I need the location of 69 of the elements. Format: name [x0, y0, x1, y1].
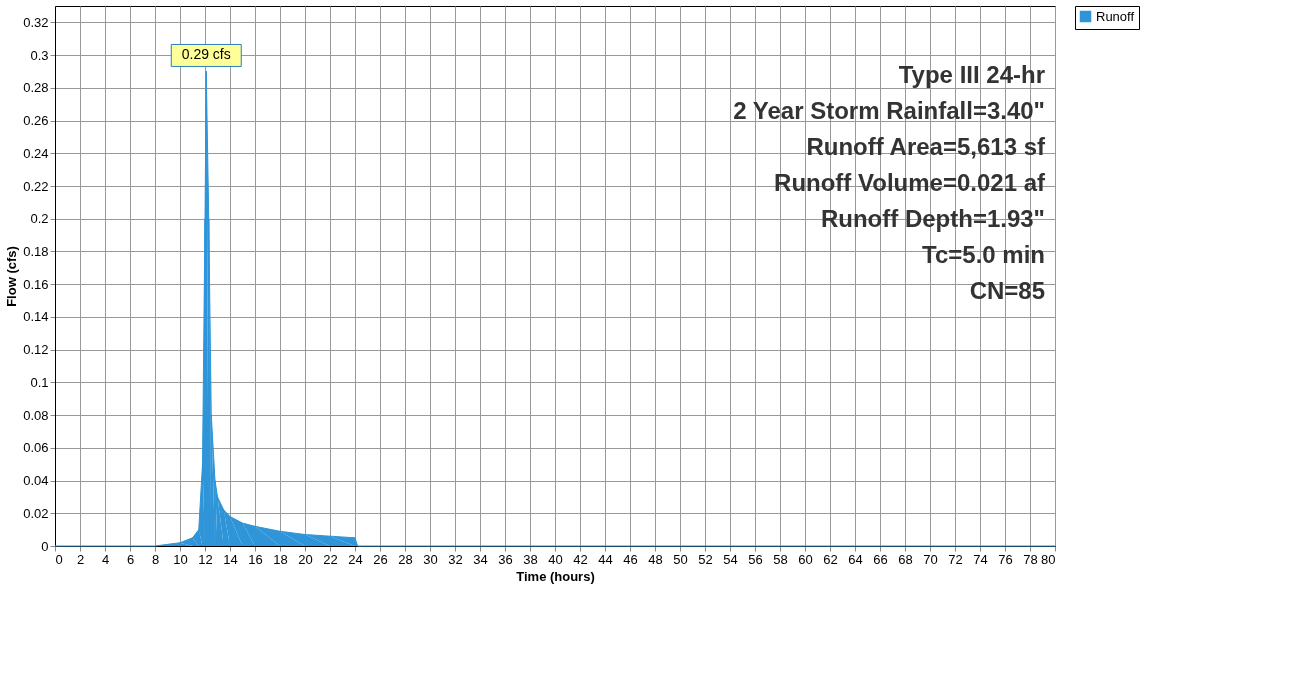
y-axis-title: Flow (cfs) — [4, 246, 20, 307]
x-axis-title: Time (hours) — [516, 568, 595, 584]
y-tick-label: 0.3 — [30, 47, 49, 63]
y-tick-label: 0.2 — [30, 211, 49, 227]
x-tick-label: 16 — [248, 551, 263, 567]
annotation: Runoff Volume=0.021 af — [774, 169, 1046, 196]
x-tick-label: 54 — [723, 551, 738, 567]
y-tick-label: 0.24 — [23, 145, 49, 161]
x-tick-label: 6 — [126, 551, 135, 567]
x-tick-label: 66 — [873, 551, 888, 567]
x-tick-label: 60 — [798, 551, 813, 567]
y-tick-label: 0.14 — [23, 309, 49, 325]
y-tick-label: 0 — [41, 538, 49, 554]
x-tick-label: 70 — [923, 551, 938, 567]
y-tick-label: 0.08 — [23, 407, 49, 423]
x-tick-label: 58 — [773, 551, 788, 567]
y-tick-label: 0.06 — [23, 440, 49, 456]
x-tick-label: 40 — [548, 551, 563, 567]
x-tick-label: 10 — [173, 551, 188, 567]
x-tick-label: 32 — [448, 551, 463, 567]
x-tick-label: 48 — [648, 551, 663, 567]
x-tick-label: 20 — [298, 551, 313, 567]
x-tick-label: 72 — [948, 551, 963, 567]
x-tick-label: 78 — [1023, 551, 1038, 567]
x-tick-label: 56 — [748, 551, 763, 567]
x-tick-label: 74 — [973, 551, 988, 567]
x-tick-label: 46 — [623, 551, 638, 567]
x-tick-label: 80 — [1041, 551, 1056, 567]
x-tick-label: 2 — [76, 551, 85, 567]
annotation: Type III 24-hr — [898, 61, 1045, 88]
y-tick-label: 0.12 — [23, 342, 49, 358]
x-tick-label: 62 — [823, 551, 838, 567]
x-tick-label: 76 — [998, 551, 1013, 567]
x-tick-label: 26 — [373, 551, 388, 567]
x-tick-label: 22 — [323, 551, 338, 567]
x-tick-label: 36 — [498, 551, 513, 567]
y-tick-label: 0.26 — [23, 113, 49, 129]
x-tick-label: 4 — [101, 551, 110, 567]
y-tick-label: 0.28 — [23, 80, 49, 96]
y-tick-label: 0.04 — [23, 473, 49, 489]
x-tick-label: 18 — [273, 551, 288, 567]
x-tick-label: 8 — [151, 551, 160, 567]
x-tick-label: 30 — [423, 551, 438, 567]
x-tick-label: 38 — [523, 551, 538, 567]
x-tick-label: 12 — [198, 551, 213, 567]
y-tick-label: 0.02 — [23, 505, 49, 521]
annotation: Tc=5.0 min — [922, 241, 1045, 268]
annotation: CN=85 — [969, 277, 1045, 304]
y-tick-label: 0.22 — [23, 178, 49, 194]
annotation: Runoff Depth=1.93" — [820, 205, 1045, 232]
x-tick-label: 24 — [348, 551, 363, 567]
x-tick-label: 34 — [473, 551, 488, 567]
y-tick-label: 0.1 — [30, 374, 49, 390]
y-tick-label: 0.32 — [23, 14, 49, 30]
annotation: 2 Year Storm Rainfall=3.40" — [733, 97, 1045, 124]
x-tick-label: 28 — [398, 551, 413, 567]
x-tick-label: 68 — [898, 551, 913, 567]
annotation: Runoff Area=5,613 sf — [806, 133, 1046, 160]
x-tick-label: 50 — [673, 551, 688, 567]
x-tick-label: 42 — [573, 551, 588, 567]
x-tick-label: 0 — [55, 551, 63, 567]
x-tick-label: 14 — [223, 551, 238, 567]
y-tick-label: 0.18 — [23, 243, 49, 259]
legend-label: Runoff — [1096, 8, 1135, 24]
y-tick-label: 0.16 — [23, 276, 49, 292]
x-tick-label: 52 — [698, 551, 713, 567]
x-tick-label: 64 — [848, 551, 863, 567]
annotation: 0.29 cfs — [181, 46, 231, 63]
x-tick-label: 44 — [598, 551, 613, 567]
